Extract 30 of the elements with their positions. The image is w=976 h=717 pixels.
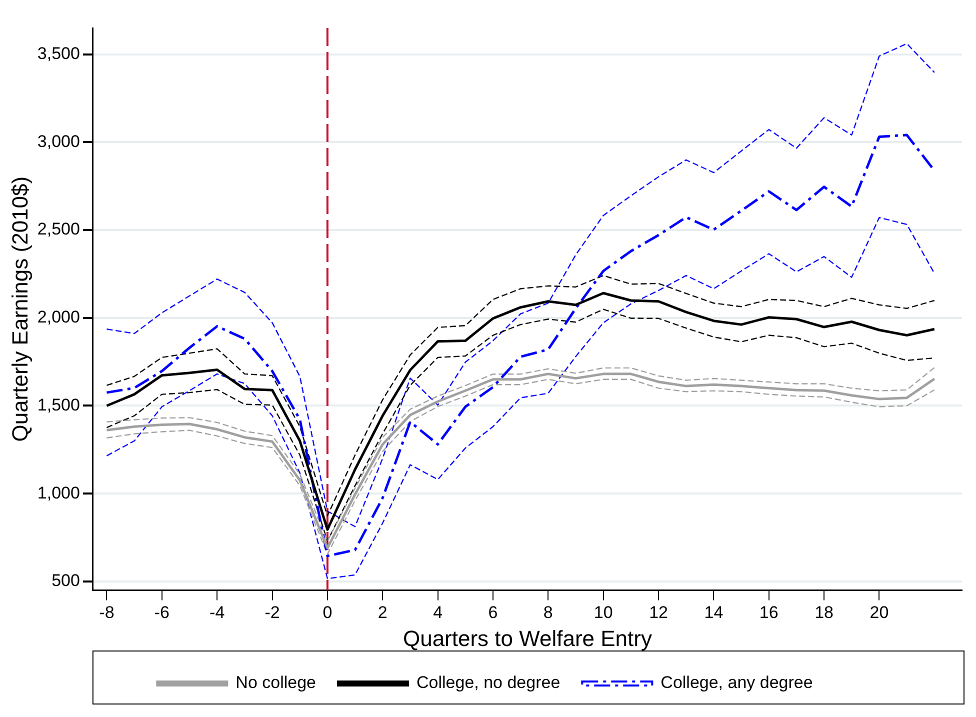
y-axis-title: Quarterly Earnings (2010$) xyxy=(7,176,32,442)
y-tick-label: 3,000 xyxy=(37,132,80,151)
x-tick-label: 0 xyxy=(322,603,332,622)
x-tick-label: 6 xyxy=(488,603,498,622)
y-tick-label: 500 xyxy=(52,571,80,590)
line-series xyxy=(106,43,936,528)
y-tick-label: 1,500 xyxy=(37,395,80,414)
line-series xyxy=(105,134,936,558)
y-tick-label: 2,500 xyxy=(37,220,80,239)
y-tick-label: 3,500 xyxy=(37,44,80,64)
x-tick-label: -8 xyxy=(99,603,114,622)
y-tick-label: 2,000 xyxy=(37,308,80,327)
x-tick-label: 18 xyxy=(814,603,834,622)
x-tick-label: 20 xyxy=(870,603,889,622)
legend-label: College, no degree xyxy=(416,673,560,692)
x-tick-label: 10 xyxy=(594,603,613,622)
x-tick-label: 8 xyxy=(543,603,553,622)
line-series xyxy=(106,216,936,580)
legend-label: No college xyxy=(236,673,316,692)
x-axis-title: Quarters to Welfare Entry xyxy=(402,626,652,651)
x-tick-label: 12 xyxy=(649,603,668,622)
x-tick-label: -2 xyxy=(264,603,280,622)
x-tick-label: 2 xyxy=(378,603,388,622)
legend-label: College, any degree xyxy=(660,673,813,692)
x-tick-label: 14 xyxy=(704,603,724,622)
x-tick-label: -4 xyxy=(210,603,225,622)
x-tick-label: -6 xyxy=(154,603,170,622)
y-tick-label: 1,000 xyxy=(37,483,80,502)
x-tick-label: 16 xyxy=(759,603,778,622)
x-tick-label: 4 xyxy=(433,603,443,622)
